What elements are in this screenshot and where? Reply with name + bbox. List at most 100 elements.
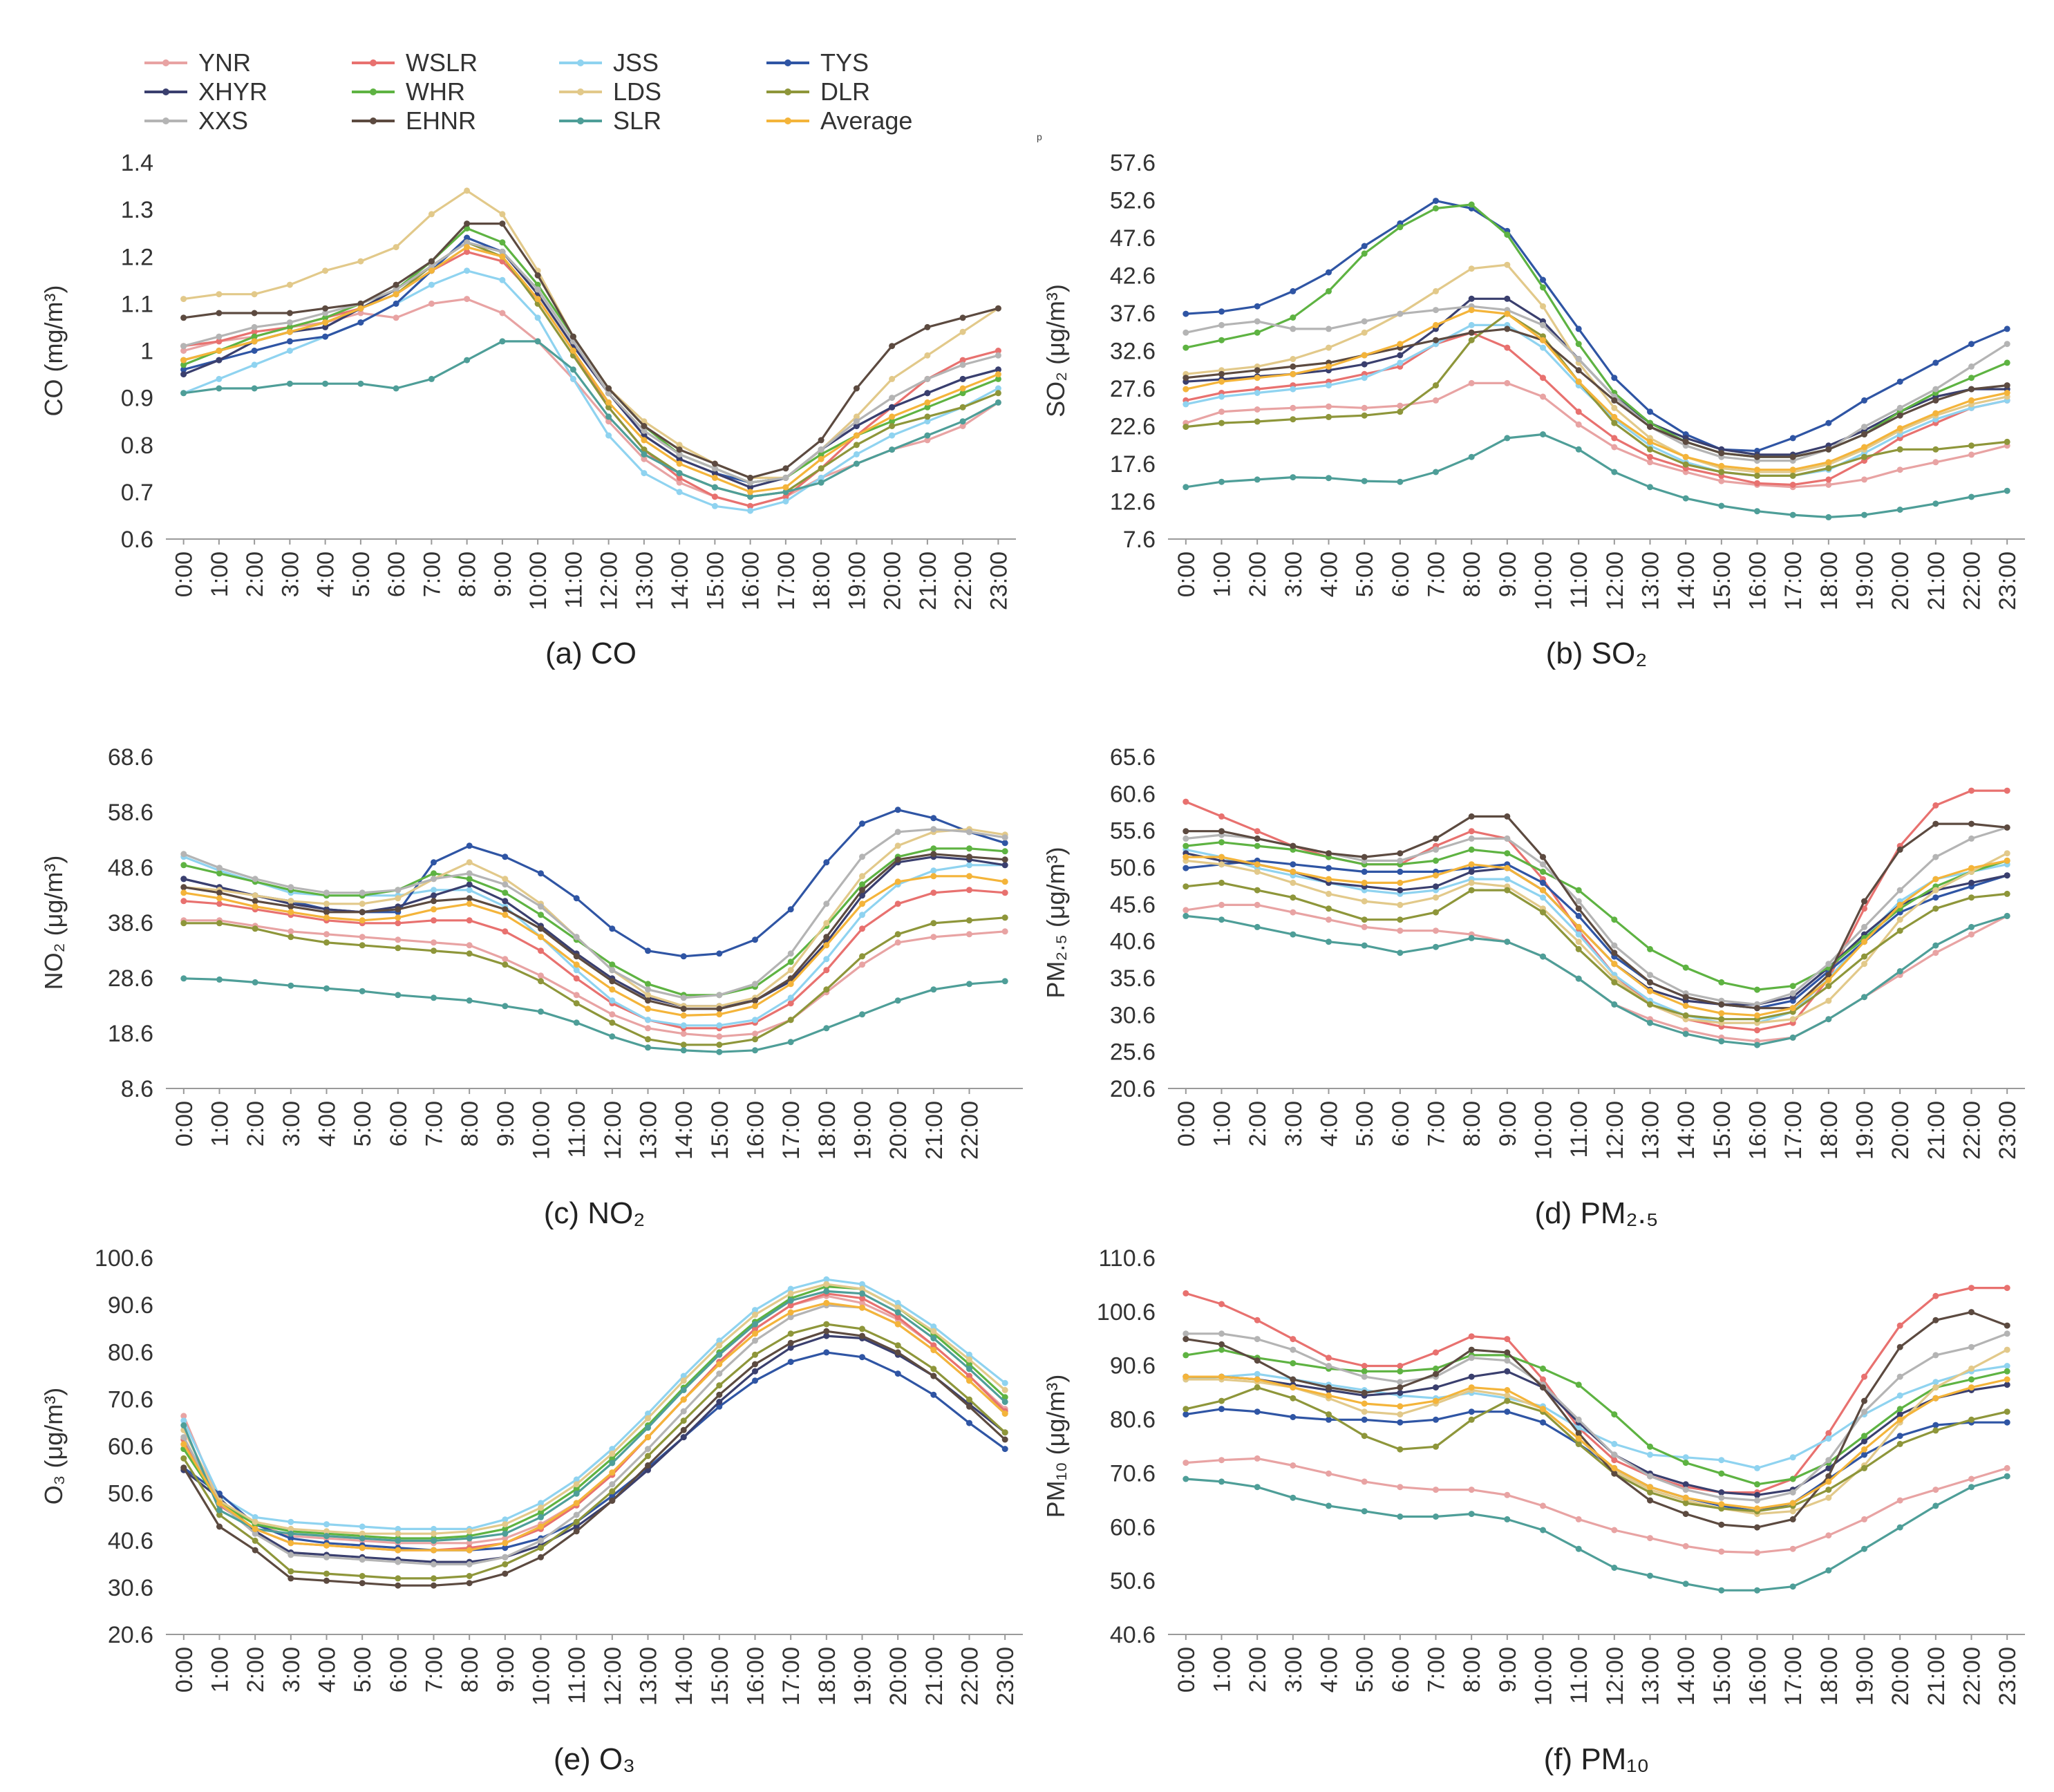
data-point: [180, 889, 187, 896]
data-point: [1254, 901, 1261, 908]
data-point: [1001, 978, 1008, 985]
data-point: [2004, 824, 2010, 831]
data-point: [1896, 404, 1903, 411]
data-point: [995, 366, 1001, 373]
data-point: [787, 950, 794, 957]
series-line: [1185, 331, 2008, 487]
data-point: [930, 1366, 937, 1373]
data-point: [782, 493, 789, 500]
series-xhyr: [1183, 1368, 2010, 1498]
data-point: [924, 323, 931, 330]
data-point: [180, 1441, 187, 1448]
data-point: [752, 1321, 758, 1328]
data-point: [1647, 1497, 1653, 1504]
data-point: [1183, 835, 1189, 842]
data-point: [716, 950, 723, 957]
data-point: [930, 815, 937, 822]
data-point: [680, 1041, 687, 1048]
data-point: [1183, 883, 1189, 890]
data-point: [1896, 446, 1903, 453]
data-point: [466, 997, 473, 1004]
data-point: [1932, 1292, 1939, 1299]
data-point: [966, 862, 972, 869]
data-point: [1254, 329, 1261, 336]
data-point: [889, 395, 896, 402]
data-point: [1361, 898, 1368, 905]
x-tick-label: 10:00: [1531, 1647, 1557, 1706]
x-tick-label: 4:00: [1317, 1647, 1343, 1692]
data-point: [859, 820, 865, 827]
data-point: [499, 239, 506, 246]
data-point: [645, 1453, 651, 1460]
x-tick-label: 22:00: [1959, 1101, 1986, 1160]
data-point: [1433, 857, 1439, 864]
data-point: [1825, 419, 1832, 426]
data-point: [1861, 1545, 1867, 1552]
data-point: [1468, 307, 1475, 314]
data-point: [859, 953, 865, 960]
x-tick-label: 16:00: [1745, 1101, 1771, 1160]
data-point: [357, 310, 364, 317]
data-point: [1468, 379, 1475, 386]
data-point: [1754, 1505, 1760, 1512]
data-point: [252, 1518, 258, 1525]
data-point: [645, 1036, 651, 1043]
data-point: [645, 1466, 651, 1473]
data-point: [1361, 1400, 1368, 1407]
data-point: [680, 1396, 687, 1403]
x-tick-label: 4:00: [1317, 551, 1343, 597]
data-point: [1397, 887, 1404, 894]
data-point: [1326, 1392, 1332, 1399]
data-point: [1647, 1451, 1653, 1458]
data-point: [1254, 828, 1261, 835]
data-point: [538, 870, 544, 877]
data-point: [216, 310, 223, 317]
data-point: [1218, 916, 1225, 923]
data-point: [716, 1011, 723, 1018]
data-point: [1896, 1373, 1903, 1380]
x-tick-label: 14:00: [1673, 1101, 1699, 1160]
y-tick-label: 32.6: [1110, 339, 1156, 365]
data-point: [782, 474, 789, 481]
data-point: [1183, 424, 1189, 431]
data-point: [752, 1311, 758, 1318]
legend-swatch: [766, 88, 809, 95]
data-point: [538, 934, 544, 941]
data-point: [1218, 419, 1225, 426]
data-point: [1647, 1484, 1653, 1491]
data-point: [393, 286, 399, 293]
data-point: [1575, 341, 1582, 348]
x-tick-label: 4:00: [314, 1101, 341, 1147]
data-point: [1789, 435, 1796, 442]
data-point: [1718, 1548, 1725, 1555]
data-point: [752, 981, 758, 988]
series-line: [183, 340, 999, 498]
data-point: [1433, 943, 1439, 950]
data-point: [431, 892, 437, 899]
series-line: [1185, 1332, 2008, 1502]
data-point: [251, 333, 258, 340]
series-line: [182, 1323, 1006, 1580]
data-point: [359, 1580, 366, 1587]
legend-label: LDS: [613, 77, 662, 106]
data-point: [1468, 828, 1475, 835]
series-whr: [1183, 201, 2010, 460]
data-point: [502, 1525, 509, 1532]
data-point: [1968, 442, 1975, 449]
data-point: [357, 380, 364, 387]
data-point: [252, 892, 258, 899]
series-ehnr: [180, 220, 1001, 481]
data-point: [1861, 994, 1867, 1001]
data-point: [2004, 1322, 2010, 1329]
data-point: [1361, 916, 1368, 923]
data-point: [1932, 894, 1939, 901]
data-point: [1896, 901, 1903, 908]
data-point: [1254, 1455, 1261, 1462]
data-point: [1183, 344, 1189, 351]
series-line: [1185, 1286, 2008, 1494]
series-average: [1183, 1373, 2010, 1512]
data-point: [1468, 1333, 1475, 1340]
data-point: [1361, 375, 1368, 381]
data-point: [2004, 1346, 2010, 1353]
